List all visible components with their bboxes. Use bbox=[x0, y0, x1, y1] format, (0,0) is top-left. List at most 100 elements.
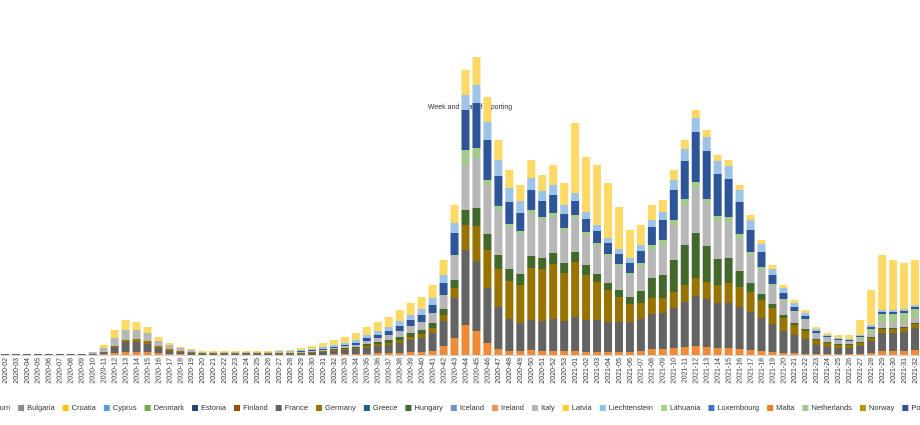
bar-segment bbox=[889, 314, 898, 323]
bar-segment bbox=[889, 310, 898, 312]
bar-segment bbox=[154, 348, 163, 353]
bar-segment bbox=[362, 344, 371, 346]
bar-segment bbox=[439, 315, 448, 321]
bar-segment bbox=[505, 188, 514, 202]
bar-segment bbox=[461, 210, 470, 225]
bar-segment bbox=[757, 300, 766, 318]
bar-segment bbox=[450, 223, 459, 233]
x-tick-label: 2020-34 bbox=[353, 358, 360, 384]
bar-segment bbox=[812, 333, 821, 339]
bar-segment bbox=[220, 354, 229, 355]
bar-segment bbox=[351, 348, 360, 349]
bar-segment bbox=[614, 254, 623, 264]
bar-segment bbox=[329, 348, 338, 349]
bar-segment bbox=[428, 313, 437, 323]
bar-segment bbox=[845, 340, 854, 341]
bar-segment bbox=[439, 346, 448, 355]
bar-segment bbox=[264, 352, 273, 353]
bar-segment bbox=[680, 161, 689, 199]
bar-segment bbox=[647, 298, 656, 314]
bar-segment bbox=[384, 331, 393, 335]
bar-segment bbox=[604, 257, 613, 283]
bar-segment bbox=[867, 353, 876, 355]
x-tick-label: 2020-42 bbox=[440, 358, 447, 384]
bar-segment bbox=[713, 221, 722, 259]
bar-segment bbox=[395, 326, 404, 331]
bar-segment bbox=[406, 303, 415, 315]
x-tick-label: 2020-19 bbox=[188, 358, 195, 384]
bar-segment bbox=[867, 333, 876, 337]
bar-segment bbox=[165, 343, 174, 345]
bar-segment bbox=[220, 351, 229, 352]
bar-segment bbox=[242, 352, 251, 353]
bar-segment bbox=[614, 266, 623, 290]
bar-segment bbox=[472, 226, 481, 261]
bar-segment bbox=[658, 212, 667, 220]
x-tick-label: 2021-12 bbox=[693, 358, 700, 384]
x-tick-label: 2021-20 bbox=[780, 358, 787, 384]
legend-label: Ireland bbox=[501, 403, 524, 412]
bar-segment bbox=[746, 215, 755, 220]
bar-segment bbox=[187, 353, 196, 355]
legend-label: Denmark bbox=[154, 403, 185, 412]
x-tick-label: 2020-23 bbox=[232, 358, 239, 384]
bar-segment bbox=[768, 304, 777, 308]
bar-segment bbox=[560, 183, 569, 205]
bar-segment bbox=[604, 283, 613, 290]
x-tick-label: 2020-35 bbox=[364, 358, 371, 384]
bar-segment bbox=[362, 335, 371, 338]
x-tick-label: 2020-39 bbox=[408, 358, 415, 384]
bar-segment bbox=[549, 351, 558, 355]
bar-segment bbox=[253, 352, 262, 353]
bar-segment bbox=[318, 352, 327, 355]
bar-segment bbox=[658, 275, 667, 298]
legend-label: Malta bbox=[776, 403, 795, 412]
bar-segment bbox=[439, 260, 448, 275]
bar-segment bbox=[867, 327, 876, 329]
bar-segment bbox=[373, 338, 382, 342]
bar-segment bbox=[340, 346, 349, 348]
bar-segment bbox=[735, 239, 744, 271]
bar-segment bbox=[878, 310, 887, 312]
bar-segment bbox=[724, 179, 733, 217]
x-tick-label: 2021-22 bbox=[802, 358, 809, 384]
bar-segment bbox=[878, 314, 887, 323]
bar-segment bbox=[494, 176, 503, 206]
bar-segment bbox=[801, 329, 810, 331]
bar-segment bbox=[812, 340, 821, 345]
bar-segment bbox=[593, 165, 602, 225]
legend-label: Hungary bbox=[414, 403, 443, 412]
bar-segment bbox=[735, 185, 744, 190]
bar-segment bbox=[428, 305, 437, 313]
bar-segment bbox=[483, 140, 492, 180]
bar-segment bbox=[845, 341, 854, 344]
bar-segment bbox=[900, 322, 909, 327]
bar-segment bbox=[867, 337, 876, 338]
bar-segment bbox=[154, 337, 163, 341]
bar-segment bbox=[625, 352, 634, 355]
bar-segment bbox=[286, 354, 295, 355]
bar-segment bbox=[450, 288, 459, 298]
bar-segment bbox=[702, 282, 711, 299]
x-tick-label: 2020-07 bbox=[57, 358, 64, 384]
bar-segment bbox=[790, 323, 799, 325]
bar-segment bbox=[604, 183, 613, 238]
bar-segment bbox=[395, 310, 404, 321]
bar-segment bbox=[527, 256, 536, 268]
bar-segment bbox=[614, 322, 623, 352]
legend-swatch bbox=[234, 405, 241, 411]
bar-segment bbox=[658, 220, 667, 240]
bar-segment bbox=[779, 318, 788, 331]
bar-segment bbox=[88, 354, 97, 355]
bar-segment bbox=[593, 231, 602, 243]
bar-segment bbox=[669, 225, 678, 260]
bar-segment bbox=[636, 319, 645, 351]
bar-segment bbox=[329, 340, 338, 345]
bar-segment bbox=[823, 343, 832, 347]
bar-segment bbox=[505, 170, 514, 188]
legend-label: Germany bbox=[325, 403, 356, 412]
bar-segment bbox=[428, 285, 437, 298]
bar-segment bbox=[154, 346, 163, 348]
x-tick-label: 2020-11 bbox=[101, 358, 108, 383]
bar-segment bbox=[472, 103, 481, 148]
